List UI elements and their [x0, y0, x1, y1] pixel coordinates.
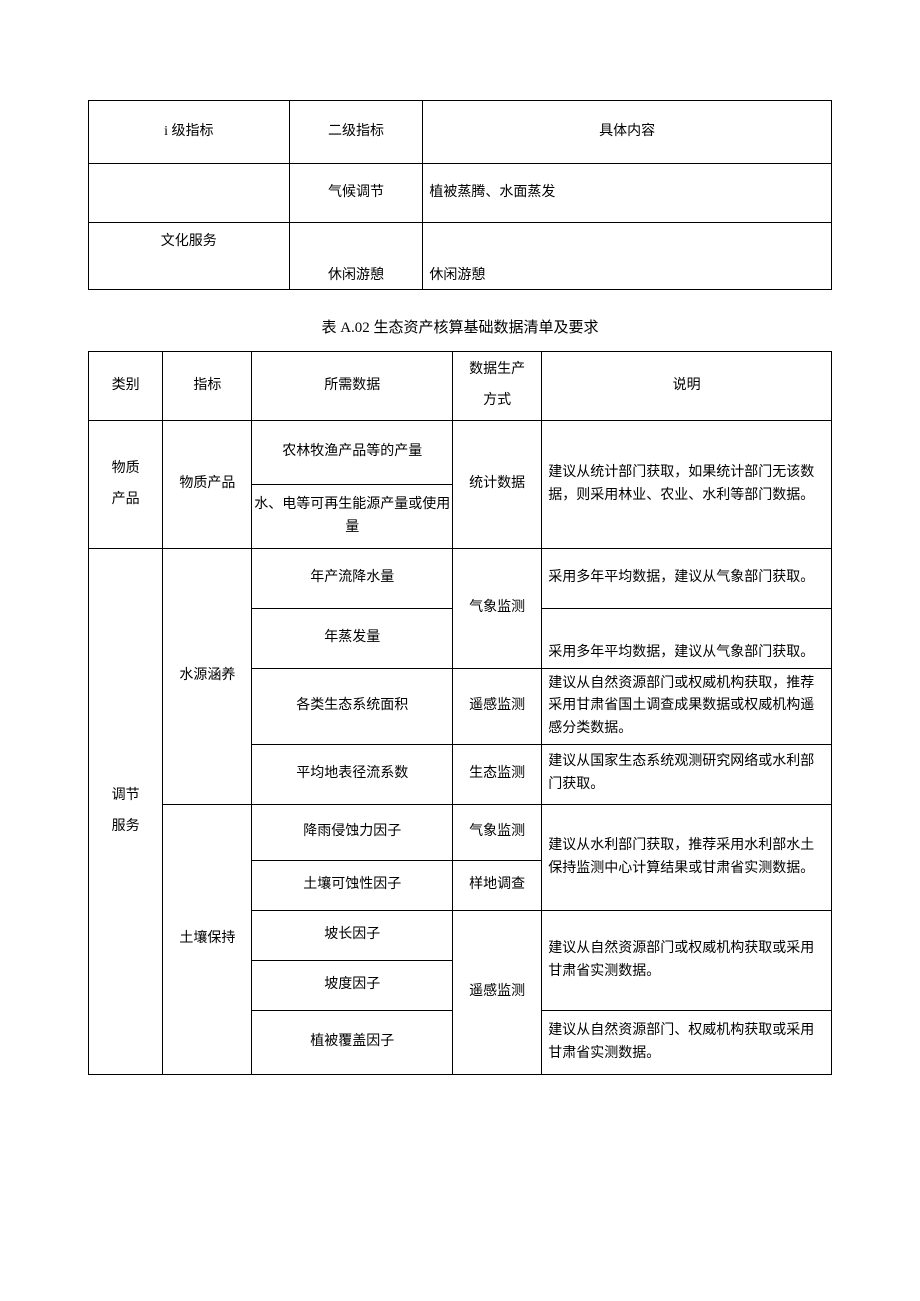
- col-header-category: 类别: [89, 352, 163, 421]
- table-row: 土壤保持 降雨侵蚀力因子 气象监测 建议从水利部门获取，推荐采用水利部水土保持监…: [89, 805, 832, 861]
- cell-indicator: 物质产品: [163, 421, 252, 549]
- cell-method: 统计数据: [453, 421, 542, 549]
- cell-note: 建议从自然资源部门、权威机构获取或采用甘肃省实测数据。: [542, 1011, 832, 1075]
- cell-note: 建议从水利部门获取，推荐采用水利部水土保持监测中心计算结果或甘肃省实测数据。: [542, 805, 832, 911]
- cell-note: 采用多年平均数据，建议从气象部门获取。: [542, 609, 832, 669]
- table-indicators: i 级指标 二级指标 具体内容 气候调节 植被蒸腾、水面蒸发 文化服务 休闲游憩…: [88, 100, 832, 290]
- cell-data: 平均地表径流系数: [252, 745, 453, 805]
- table-row: 调节服务 水源涵养 年产流降水量 气象监测 采用多年平均数据，建议从气象部门获取…: [89, 549, 832, 609]
- col-header-method: 数据生产方式: [453, 352, 542, 421]
- cell-data: 各类生态系统面积: [252, 669, 453, 745]
- cell: 文化服务: [89, 223, 290, 290]
- cell-method: 遥感监测: [453, 669, 542, 745]
- col-header-indicator: 指标: [163, 352, 252, 421]
- cell-category: 物质产品: [89, 421, 163, 549]
- cell: 休闲游憩: [289, 223, 423, 290]
- cell-note: 建议从国家生态系统观测研究网络或水利部门获取。: [542, 745, 832, 805]
- cell-data: 坡长因子: [252, 911, 453, 961]
- table-row: 文化服务 休闲游憩 休闲游憩: [89, 223, 832, 290]
- cell-data: 水、电等可再生能源产量或使用量: [252, 485, 453, 549]
- cell: [89, 164, 290, 223]
- cell-data: 农林牧渔产品等的产量: [252, 421, 453, 485]
- cell-indicator: 土壤保持: [163, 805, 252, 1075]
- col-header-level1: i 级指标: [89, 101, 290, 164]
- table-caption: 表 A.02 生态资产核算基础数据清单及要求: [88, 316, 832, 337]
- cell-method: 气象监测: [453, 549, 542, 669]
- cell-data: 土壤可蚀性因子: [252, 861, 453, 911]
- cell-note: 建议从自然资源部门或权威机构获取或采用甘肃省实测数据。: [542, 911, 832, 1011]
- cell-method: 样地调查: [453, 861, 542, 911]
- cell-method: 气象监测: [453, 805, 542, 861]
- cell-data: 坡度因子: [252, 961, 453, 1011]
- cell-note: 采用多年平均数据，建议从气象部门获取。: [542, 549, 832, 609]
- cell-data: 年蒸发量: [252, 609, 453, 669]
- document-page: i 级指标 二级指标 具体内容 气候调节 植被蒸腾、水面蒸发 文化服务 休闲游憩…: [0, 0, 920, 1301]
- cell: 休闲游憩: [423, 223, 832, 290]
- col-header-required-data: 所需数据: [252, 352, 453, 421]
- cell: 气候调节: [289, 164, 423, 223]
- cell-category: 调节服务: [89, 549, 163, 1075]
- cell-method: 遥感监测: [453, 911, 542, 1075]
- table-row: 类别 指标 所需数据 数据生产方式 说明: [89, 352, 832, 421]
- table-data-requirements: 类别 指标 所需数据 数据生产方式 说明 物质产品 物质产品 农林牧渔产品等的产…: [88, 351, 832, 1075]
- cell-method: 生态监测: [453, 745, 542, 805]
- cell-data: 年产流降水量: [252, 549, 453, 609]
- table-row: 气候调节 植被蒸腾、水面蒸发: [89, 164, 832, 223]
- cell-data: 植被覆盖因子: [252, 1011, 453, 1075]
- col-header-content: 具体内容: [423, 101, 832, 164]
- cell-data: 降雨侵蚀力因子: [252, 805, 453, 861]
- col-header-level2: 二级指标: [289, 101, 423, 164]
- cell-indicator: 水源涵养: [163, 549, 252, 805]
- table-row: i 级指标 二级指标 具体内容: [89, 101, 832, 164]
- cell-note: 建议从统计部门获取，如果统计部门无该数据，则采用林业、农业、水利等部门数据。: [542, 421, 832, 549]
- col-header-note: 说明: [542, 352, 832, 421]
- table-row: 物质产品 物质产品 农林牧渔产品等的产量 统计数据 建议从统计部门获取，如果统计…: [89, 421, 832, 485]
- cell: 植被蒸腾、水面蒸发: [423, 164, 832, 223]
- cell-note: 建议从自然资源部门或权威机构获取，推荐采用甘肃省国土调查成果数据或权威机构遥感分…: [542, 669, 832, 745]
